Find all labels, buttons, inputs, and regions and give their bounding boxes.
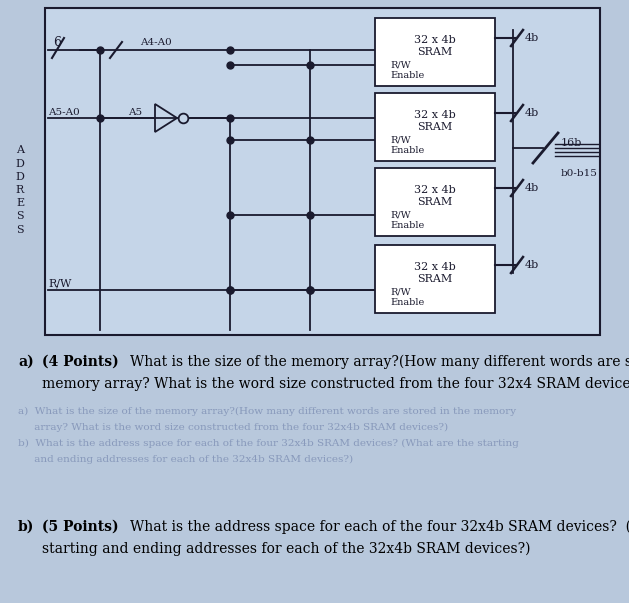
Text: A5-A0: A5-A0 xyxy=(48,108,80,117)
Text: 4b: 4b xyxy=(525,108,539,118)
Text: 32 x 4b
SRAM: 32 x 4b SRAM xyxy=(414,35,456,57)
Text: A4-A0: A4-A0 xyxy=(140,38,172,47)
Text: 4b: 4b xyxy=(525,260,539,270)
Text: 4b: 4b xyxy=(525,183,539,193)
Text: array? What is the word size constructed from the four 32x4b SRAM devices?): array? What is the word size constructed… xyxy=(18,423,448,432)
Text: 16b: 16b xyxy=(561,138,582,148)
Text: (5 Points): (5 Points) xyxy=(42,520,119,534)
Text: b)  What is the address space for each of the four 32x4b SRAM devices? (What are: b) What is the address space for each of… xyxy=(18,439,519,448)
Text: What is the address space for each of the four 32x4b SRAM devices?  (What are th: What is the address space for each of th… xyxy=(130,520,629,534)
Text: R/W
Enable: R/W Enable xyxy=(390,287,424,307)
Bar xyxy=(45,8,600,335)
Text: What is the size of the memory array?(How many different words are stored in the: What is the size of the memory array?(Ho… xyxy=(130,355,629,370)
Text: 32 x 4b
SRAM: 32 x 4b SRAM xyxy=(414,262,456,284)
Bar xyxy=(375,18,495,86)
Text: starting and ending addresses for each of the 32x4b SRAM devices?): starting and ending addresses for each o… xyxy=(42,542,530,557)
Text: a): a) xyxy=(18,355,34,369)
Text: and ending addresses for each of the 32x4b SRAM devices?): and ending addresses for each of the 32x… xyxy=(18,455,353,464)
Text: 6: 6 xyxy=(53,36,61,48)
Text: (4 Points): (4 Points) xyxy=(42,355,119,369)
Text: memory array? What is the word size constructed from the four 32x4 SRAM devices?: memory array? What is the word size cons… xyxy=(42,377,629,391)
Text: b): b) xyxy=(18,520,35,534)
Bar xyxy=(375,93,495,161)
Bar xyxy=(375,168,495,236)
Text: a)  What is the size of the memory array?(How many different words are stored in: a) What is the size of the memory array?… xyxy=(18,407,516,416)
Text: b0-b15: b0-b15 xyxy=(561,168,598,177)
Text: 4b: 4b xyxy=(525,33,539,43)
Text: R/W
Enable: R/W Enable xyxy=(390,210,424,230)
Bar xyxy=(375,245,495,313)
Text: R/W: R/W xyxy=(48,278,71,288)
Text: A5: A5 xyxy=(128,108,142,117)
Text: A
D
D
R
E
S
S: A D D R E S S xyxy=(16,145,25,235)
Text: 32 x 4b
SRAM: 32 x 4b SRAM xyxy=(414,110,456,132)
Text: R/W
Enable: R/W Enable xyxy=(390,60,424,80)
Text: R/W
Enable: R/W Enable xyxy=(390,135,424,155)
Text: 32 x 4b
SRAM: 32 x 4b SRAM xyxy=(414,185,456,207)
